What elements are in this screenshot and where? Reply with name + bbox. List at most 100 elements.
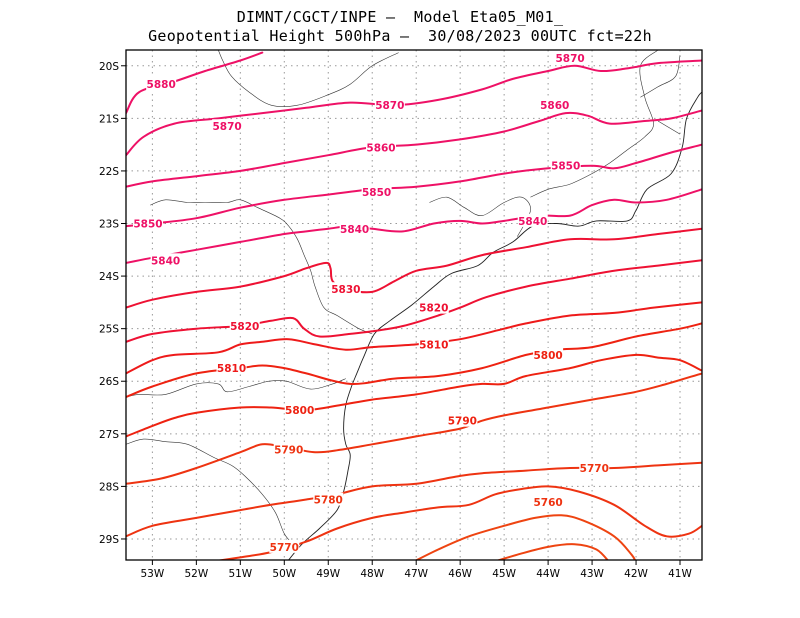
y-tick-label: 26S [99,376,119,388]
contour-label-bg [229,319,260,333]
plot-frame [125,49,703,561]
contour-line-5750 [496,543,609,560]
contour-label: 5800 [533,350,562,362]
contour-label: 5870 [375,100,404,112]
contour-label-bg [313,492,344,506]
contour-line-5770 [126,461,702,538]
state-border [429,196,531,237]
contour-label: 5870 [555,53,584,65]
contour-label: 5850 [362,187,391,199]
contour-label: 5840 [151,255,180,267]
contour-line-5860 [126,109,702,188]
contour-label-bg [284,403,315,417]
contour-label: 5770 [270,542,299,554]
contour-label-bg [579,460,610,474]
contour-label-bg [339,221,370,235]
contour-label-bg [533,495,564,509]
contour-line-5810 [126,301,702,375]
y-tick-label: 21S [99,113,119,125]
contour-label: 5830 [331,284,360,296]
contour-label-bg [216,361,247,375]
y-tick-label: 20S [99,61,119,73]
x-tick-label: 48W [360,568,384,580]
x-tick-label: 44W [536,568,560,580]
y-tick-label: 24S [99,271,119,283]
x-tick-label: 53W [141,568,165,580]
contour-label-bg [330,282,361,296]
contour-label: 5790 [448,416,477,428]
contour-line-5790 [126,353,702,438]
contour-label-bg [418,337,449,351]
contour-label-bg [146,77,177,91]
state-border [126,378,346,398]
contour-label: 5850 [551,161,580,173]
contour-label-bg [361,184,392,198]
x-tick-label: 43W [580,568,604,580]
x-tick-label: 46W [448,568,472,580]
state-border [218,50,399,107]
state-border [126,438,294,545]
contour-label: 5840 [340,224,369,236]
contour-label: 5810 [217,363,246,375]
contour-line-5750 [414,514,637,560]
contour-label: 5880 [147,79,176,91]
contour-label-bg [150,253,181,267]
x-tick-label: 51W [228,568,252,580]
state-border [530,50,659,198]
contour-label-bg [374,98,405,112]
contour-label-bg [447,413,478,427]
contour-label: 5760 [533,497,562,509]
state-border [657,120,681,135]
contour-labels: 5880 5870 5870 5870 5860 5860 5850 5850 5850 5840… [132,50,610,554]
contour-line-5880 [126,51,264,115]
contour-line-5840 [126,188,702,264]
x-tick-label: 52W [184,568,208,580]
contour-label: 5790 [274,445,303,457]
state-border [640,55,681,98]
contour-label-bg [517,213,548,227]
axis-ticks: 53W 52W 51W 50W 49W 48W 47W 46W 45W 44W 43W 42W 41W 2… [99,61,693,580]
contour-label-bg [212,119,243,133]
contour-label-bg [533,347,564,361]
y-tick-label: 27S [99,429,119,441]
contour-line-5850 [126,143,702,228]
contour-label: 5800 [285,405,314,417]
contour-label: 5840 [518,216,547,228]
x-tick-label: 47W [404,568,428,580]
contour-label-bg [555,50,586,64]
contour-label: 5810 [419,339,448,351]
contour-label-bg [269,539,300,553]
contour-label-bg [418,300,449,314]
contour-line-5760 [216,485,702,560]
contour-line-5800 [126,322,702,398]
contour-line-5870 [126,59,702,157]
contour-label-bg [539,98,570,112]
state-border [150,199,373,335]
contour-line-5780 [126,372,702,485]
contour-label: 5850 [133,219,162,231]
y-tick-label: 29S [99,534,119,546]
y-tick-label: 22S [99,166,119,178]
x-tick-label: 50W [272,568,296,580]
x-tick-label: 41W [668,568,692,580]
chart-title-line2: Geopotential Height 500hPa – 30/08/2023 … [148,27,652,45]
contour-label: 5860 [540,100,569,112]
contour-label-bg [550,158,581,172]
contour-label: 5870 [213,121,242,133]
contour-label: 5820 [419,303,448,315]
contour-label-bg [366,140,397,154]
x-tick-label: 49W [316,568,340,580]
contour-label-bg [273,442,304,456]
y-tick-label: 23S [99,219,119,231]
chart-title-line1: DIMNT/CGCT/INPE – Model Eta05_M01_ [236,8,564,26]
contour-label: 5820 [230,321,259,333]
contour-line-5830 [126,227,702,309]
y-tick-label: 28S [99,481,119,493]
contour-label: 5780 [314,495,343,507]
contour-label: 5770 [580,463,609,475]
x-tick-label: 45W [492,568,516,580]
coastline [351,91,702,385]
x-tick-label: 42W [624,568,648,580]
y-tick-label: 25S [99,324,119,336]
